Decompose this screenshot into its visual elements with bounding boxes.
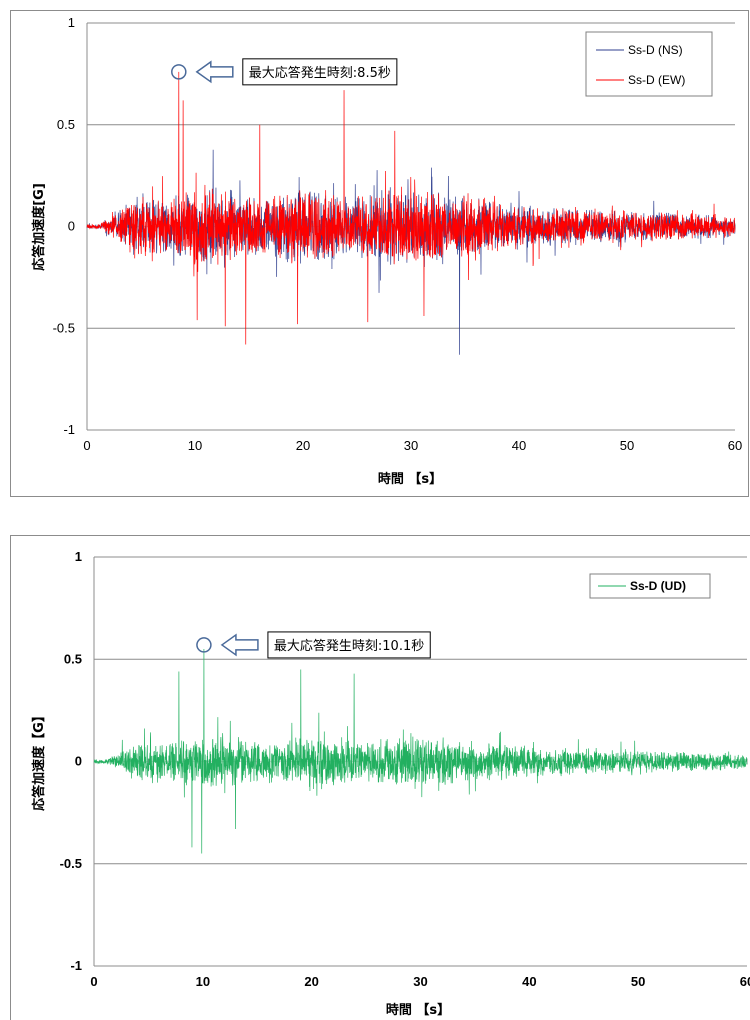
chart-2-x-axis-label: 時間 【s】: [386, 1002, 450, 1018]
y-tick-label: 0: [75, 754, 82, 769]
x-tick-label: 60: [740, 974, 750, 989]
chart-2-frame: [10, 535, 750, 1020]
chart-1-peak-marker: [171, 64, 187, 80]
x-tick-label: 40: [512, 438, 526, 453]
x-tick-label: 10: [196, 974, 210, 989]
series-line-1: [86, 71, 736, 345]
chart-1-annotation-box: [242, 58, 398, 86]
chart-1-tick-labels: 1 0.5 0 -0.5 -1 0 10 20 30 40 50 60: [53, 15, 743, 453]
x-tick-label: 60: [728, 438, 742, 453]
chart-2: 1 0.5 0 -0.5 -1 0 10 20 30 40 50 60 時間 【s】 応答加速度【G】…: [10, 535, 750, 1020]
chart-1-arrow-icon: [195, 60, 234, 84]
x-tick-label: 50: [631, 974, 645, 989]
x-tick-label: 30: [413, 974, 427, 989]
chart-2-annotation-text: 最大応答発生時刻:10.1秒: [274, 638, 424, 654]
chart-1-series: [86, 71, 736, 355]
x-tick-label: 10: [188, 438, 202, 453]
x-tick-label: 40: [522, 974, 536, 989]
chart-2-series: [93, 649, 748, 854]
chart-2-y-axis-label: 応答加速度【G】: [31, 709, 47, 811]
y-tick-label: -0.5: [60, 856, 82, 871]
chart-1-legend-box: [585, 31, 713, 97]
chart-1-annotation-text: 最大応答発生時刻:8.5秒: [249, 65, 391, 81]
x-tick-label: 0: [83, 438, 90, 453]
y-tick-label: -1: [70, 958, 82, 973]
x-tick-label: 50: [620, 438, 634, 453]
chart-2-arrow-icon: [220, 633, 259, 657]
x-tick-label: 0: [90, 974, 97, 989]
y-tick-label: 1: [75, 549, 82, 564]
chart-1-legend-label-ns: Ss-D (NS): [628, 43, 683, 57]
y-tick-label: -0.5: [53, 320, 75, 335]
chart-2-legend-label-ud: Ss-D (UD): [630, 579, 686, 593]
y-tick-label: 0.5: [64, 651, 82, 666]
chart-1: 1 0.5 0 -0.5 -1 0 10 20 30 40 50 60 時間 【s】 応答加速度[G]…: [10, 10, 749, 497]
chart-2-tick-labels: 1 0.5 0 -0.5 -1 0 10 20 30 40 50 60: [60, 549, 750, 989]
chart-1-x-axis-label: 時間 【s】: [378, 471, 442, 487]
x-tick-label: 20: [296, 438, 310, 453]
chart-2-gridlines: [94, 556, 747, 967]
chart-2-annotation-box: [267, 631, 431, 659]
chart-2-peak-marker: [196, 637, 212, 653]
chart-1-legend-label-ew: Ss-D (EW): [628, 73, 685, 87]
chart-1-annotation: 最大応答発生時刻:8.5秒: [171, 58, 398, 86]
chart-1-y-axis-label: 応答加速度[G]: [31, 183, 47, 271]
y-tick-label: 0.5: [57, 117, 75, 132]
x-tick-label: 20: [304, 974, 318, 989]
y-tick-label: -1: [63, 422, 75, 437]
chart-1-gridlines: [87, 22, 735, 431]
series-line-0: [93, 649, 748, 854]
y-tick-label: 0: [68, 219, 75, 234]
chart-2-annotation: 最大応答発生時刻:10.1秒: [196, 631, 431, 659]
chart-1-legend: Ss-D (NS) Ss-D (EW): [585, 31, 713, 97]
chart-2-legend: Ss-D (UD): [589, 573, 711, 599]
y-tick-label: 1: [68, 15, 75, 30]
x-tick-label: 30: [404, 438, 418, 453]
